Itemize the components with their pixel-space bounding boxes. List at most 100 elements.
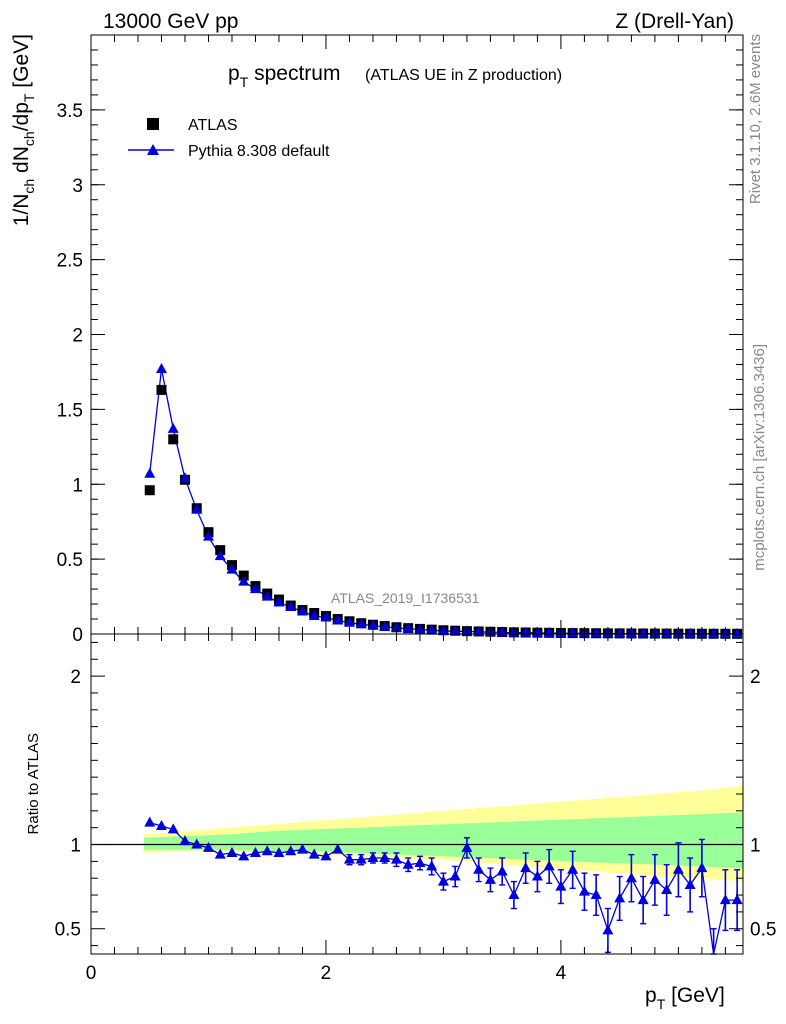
ratio-point	[661, 884, 673, 894]
ratio-point	[144, 816, 156, 827]
ratio-point	[696, 862, 708, 873]
ratio-point	[578, 885, 590, 896]
y-tick-label: 0.5	[57, 550, 83, 571]
ratio-y-label: Ratio to ATLAS	[25, 733, 42, 834]
y-tick-label: 0	[72, 625, 83, 646]
ratio-point	[625, 872, 637, 883]
ratio-point	[508, 889, 520, 900]
mc-point	[249, 583, 261, 594]
ratio-point	[719, 894, 731, 905]
mc-point	[355, 618, 367, 629]
ratio-panel: 0.5 0.5 1 1 2 2 0 2 4	[55, 633, 776, 984]
ratio-y-tick-label: 0.5	[55, 920, 81, 941]
ratio-point	[731, 894, 743, 905]
y-axis-label: 1/Nch dNch/dpT [GeV]	[10, 34, 37, 226]
ratio-point	[555, 880, 567, 891]
header-right: Z (Drell-Yan)	[615, 10, 734, 33]
ratio-point	[261, 845, 273, 856]
mc-point	[614, 627, 626, 638]
ratio-point	[567, 863, 579, 874]
x-tick-label: 2	[321, 963, 332, 984]
ratio-point	[449, 870, 461, 881]
mc-point	[367, 619, 379, 630]
mc-point	[449, 625, 461, 636]
x-tick-label: 4	[556, 963, 567, 984]
ratio-point	[614, 892, 626, 903]
ratio-point	[461, 841, 473, 852]
ratio-point	[273, 846, 285, 857]
ratio-point	[520, 862, 532, 873]
ratio-point	[426, 860, 438, 871]
mc-point	[261, 590, 273, 601]
ratio-point	[238, 850, 250, 861]
ratio-point	[343, 853, 355, 864]
mc-point	[332, 614, 344, 625]
ratio-point	[367, 852, 379, 862]
ratio-point	[179, 835, 191, 846]
ratio-y-tick-label-right: 0.5	[750, 920, 776, 941]
ratio-point	[155, 820, 167, 830]
mc-point	[661, 627, 673, 638]
ratio-point	[496, 865, 508, 876]
ratio-point	[214, 848, 226, 859]
mc-point	[167, 422, 179, 433]
ratio-point	[637, 894, 649, 905]
ratio-point	[402, 858, 414, 869]
ratio-point	[167, 823, 179, 834]
mc-point	[637, 627, 649, 638]
ratio-y-tick-label-right: 1	[750, 836, 761, 857]
mc-point	[708, 627, 720, 638]
y-tick-label: 2.5	[57, 251, 83, 272]
mc-point	[214, 550, 226, 561]
mc-point	[308, 610, 320, 621]
rivet-info: Rivet 3.1.10, 2.6M events	[747, 34, 764, 204]
ratio-point	[285, 845, 297, 856]
ratio-point	[684, 878, 696, 889]
mc-point	[567, 627, 579, 638]
data-point	[168, 434, 179, 445]
mc-point	[343, 616, 355, 627]
ratio-point	[484, 873, 496, 884]
mc-point	[402, 622, 414, 633]
ratio-point	[379, 852, 391, 862]
ratio-point	[355, 853, 367, 864]
ratio-point	[543, 860, 555, 871]
mcplots-info: mcplots.cern.ch [arXiv:1306.3436]	[751, 344, 768, 571]
ratio-point	[202, 841, 214, 852]
mc-point	[473, 625, 485, 636]
legend-data-marker	[147, 118, 159, 130]
ratio-point	[531, 870, 543, 881]
mc-point	[273, 596, 285, 607]
mc-point	[285, 601, 297, 612]
mc-point	[191, 503, 203, 514]
chart-subtitle: (ATLAS UE in Z production)	[365, 67, 562, 84]
ratio-point	[672, 863, 684, 874]
x-tick-label: 0	[86, 963, 97, 984]
ratio-y-tick-label: 2	[70, 667, 81, 688]
ratio-point	[414, 857, 426, 868]
mc-point	[684, 627, 696, 638]
legend-mc-marker	[147, 144, 159, 155]
ratio-point	[602, 924, 614, 935]
ratio-point	[332, 843, 344, 854]
mc-point	[144, 467, 156, 478]
mc-point	[390, 621, 402, 632]
ratio-frame	[90, 633, 744, 955]
mc-point	[155, 362, 167, 373]
ratio-point	[649, 873, 661, 884]
y-tick-label: 1	[72, 475, 83, 496]
analysis-id: ATLAS_2019_I1736531	[331, 590, 480, 606]
mc-point	[202, 530, 214, 541]
chart-title: pT spectrum	[228, 62, 340, 90]
mc-point	[179, 472, 191, 483]
mc-point	[426, 624, 438, 635]
data-point	[156, 384, 167, 395]
mc-point	[731, 627, 743, 638]
mc-point	[590, 627, 602, 638]
ratio-y-tick-label-right: 2	[750, 667, 761, 688]
data-point	[144, 485, 155, 496]
header-left: 13000 GeV pp	[103, 10, 238, 33]
ratio-point	[226, 846, 238, 857]
mc-point	[238, 575, 250, 586]
